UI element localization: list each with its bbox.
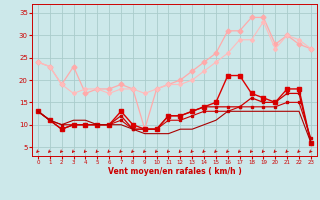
X-axis label: Vent moyen/en rafales ( km/h ): Vent moyen/en rafales ( km/h ) [108, 167, 241, 176]
